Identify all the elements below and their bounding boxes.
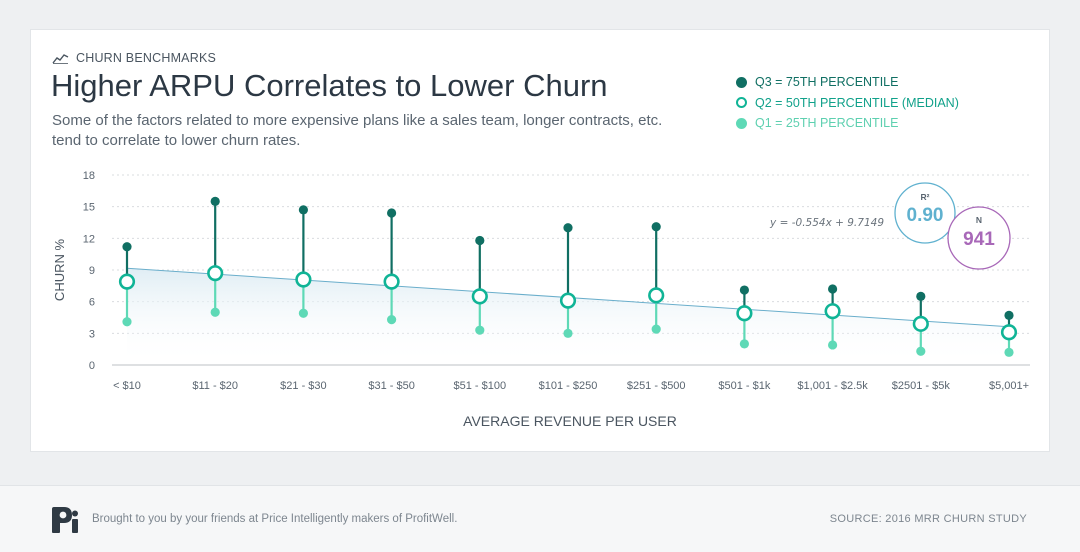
price-intelligently-logo-icon <box>50 506 80 539</box>
x-tick-label: $5,001+ <box>989 380 1029 392</box>
chart-card: CHURN BENCHMARKS Higher ARPU Correlates … <box>30 29 1050 452</box>
kicker-text: CHURN BENCHMARKS <box>76 51 217 65</box>
n-value: 941 <box>963 229 995 250</box>
q1-point <box>916 346 926 356</box>
q2-point <box>736 305 753 322</box>
y-tick-label: 18 <box>83 170 95 182</box>
legend-label-q1: Q1 = 25TH PERCENTILE <box>755 116 899 131</box>
chart-legend: Q3 = 75TH PERCENTILE Q2 = 50TH PERCENTIL… <box>736 72 959 134</box>
q2-point <box>824 303 841 320</box>
q3-point <box>1004 310 1014 320</box>
legend-label-q2: Q2 = 50TH PERCENTILE (MEDIAN) <box>755 95 959 110</box>
q2-point <box>1000 324 1018 341</box>
q3-point <box>387 208 397 218</box>
n-label: N <box>976 215 982 225</box>
footer-source: SOURCE: 2016 MRR CHURN STUDY <box>829 513 1027 525</box>
q1-point <box>475 325 485 335</box>
q3-point <box>475 235 485 246</box>
kicker: CHURN BENCHMARKS <box>52 51 216 65</box>
subtitle-line-2: tend to correlate to lower churn rates. <box>52 132 301 149</box>
x-tick-label: $2501 - $5k <box>892 380 951 392</box>
q2-point <box>648 287 665 304</box>
y-axis-label: CHURN % <box>52 239 67 302</box>
legend-marker-q3 <box>736 76 747 88</box>
y-tick-label: 9 <box>89 265 95 277</box>
y-tick-label: 3 <box>89 328 95 340</box>
q1-point <box>563 328 573 338</box>
x-tick-label: $11 - $20 <box>192 380 238 392</box>
x-tick-label: $51 - $100 <box>453 380 506 392</box>
trend-equation: y = -0.554x + 9.7149 <box>769 217 884 229</box>
x-axis-ticks: < $10 $11 - $20 $21 - $30 $31 - $50 $51 - $1… <box>113 380 1029 392</box>
q3-point <box>122 242 132 252</box>
q2-point <box>471 288 488 305</box>
y-tick-label: 0 <box>89 360 95 372</box>
r2-label: R² <box>921 192 930 202</box>
x-tick-label: < $10 <box>113 380 141 392</box>
q3-point <box>651 222 661 232</box>
subtitle-line-1: Some of the factors related to more expe… <box>52 112 663 129</box>
legend-label-q3: Q3 = 75TH PERCENTILE <box>755 75 899 90</box>
x-tick-label: $101 - $250 <box>539 380 598 392</box>
chart-subtitle: Some of the factors related to more expe… <box>52 111 712 151</box>
x-axis-label: AVERAGE REVENUE PER USER <box>463 413 677 429</box>
q1-point <box>651 324 661 334</box>
q3-point <box>298 205 308 215</box>
r2-badge: R² 0.90 <box>894 182 956 244</box>
legend-marker-q2 <box>736 97 747 109</box>
q3-point <box>210 196 220 206</box>
series <box>118 196 1018 357</box>
y-axis-ticks: 0 3 6 9 12 15 18 <box>83 170 95 372</box>
legend-marker-q1 <box>736 117 747 129</box>
y-tick-label: 15 <box>83 202 95 214</box>
q1-point <box>1004 347 1014 357</box>
q1-point <box>387 315 397 325</box>
footer-credit: Brought to you by your friends at Price … <box>92 513 458 525</box>
q2-point <box>207 265 224 282</box>
y-tick-label: 12 <box>83 233 95 245</box>
line-chart-icon <box>52 53 69 64</box>
q3-point <box>563 223 573 233</box>
r2-value: 0.90 <box>907 205 944 226</box>
x-tick-label: $21 - $30 <box>280 380 326 392</box>
x-tick-label: $501 - $1k <box>718 380 770 392</box>
q1-point <box>739 339 750 349</box>
q2-point <box>912 315 929 332</box>
x-tick-label: $251 - $500 <box>627 380 686 392</box>
x-tick-label: $1,001 - $2.5k <box>797 380 868 392</box>
q3-point <box>739 285 750 295</box>
q2-point <box>295 271 312 288</box>
q1-point <box>210 307 220 317</box>
q3-point <box>828 284 838 294</box>
q2-point <box>383 273 400 290</box>
footer: Brought to you by your friends at Price … <box>0 485 1080 552</box>
q3-point <box>916 291 926 301</box>
q1-point <box>122 317 132 327</box>
legend-item-q2: Q2 = 50TH PERCENTILE (MEDIAN) <box>736 93 959 114</box>
q1-point <box>298 308 308 318</box>
legend-item-q3: Q3 = 75TH PERCENTILE <box>736 72 959 93</box>
q2-point <box>118 273 136 290</box>
chart-title: Higher ARPU Correlates to Lower Churn <box>51 68 608 103</box>
n-badge: N 941 <box>947 206 1011 270</box>
q2-point <box>559 292 577 309</box>
x-tick-label: $31 - $50 <box>368 380 414 392</box>
q1-point <box>828 340 838 350</box>
legend-item-q1: Q1 = 25TH PERCENTILE <box>736 113 959 134</box>
y-tick-label: 6 <box>89 297 95 309</box>
churn-chart: 0 3 6 9 12 15 18 < $10 $11 - $20 $21 - $30 $31 - … <box>52 170 1030 429</box>
